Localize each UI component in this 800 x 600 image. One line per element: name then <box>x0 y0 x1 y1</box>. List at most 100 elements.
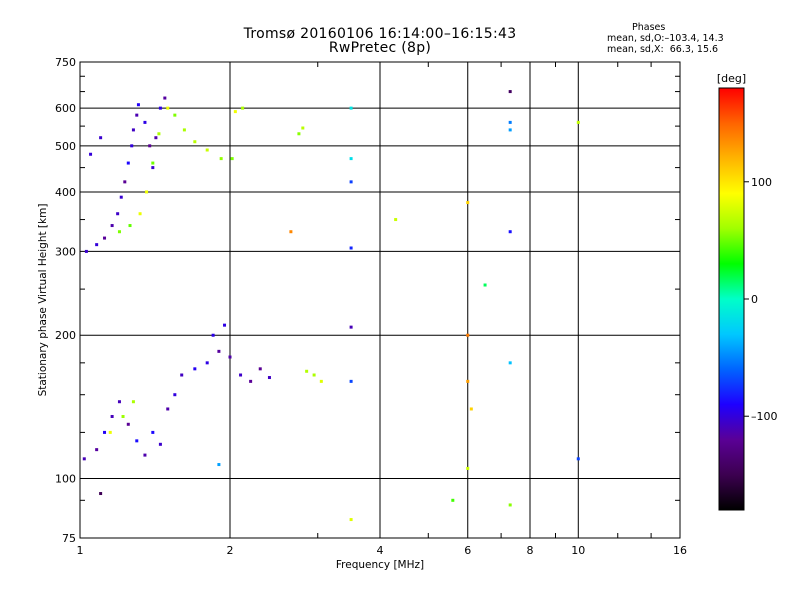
echo-point <box>158 442 162 446</box>
echo-point <box>301 126 305 130</box>
echo-point <box>219 157 223 161</box>
phases-x-stats: mean, sd,X: 66.3, 15.6 <box>607 44 719 55</box>
echo-point <box>135 439 139 443</box>
echo-point <box>483 283 487 287</box>
echo-point <box>349 157 353 161</box>
echo-point <box>267 376 271 380</box>
y-tick-label: 100 <box>55 473 76 486</box>
echo-point <box>143 453 147 457</box>
echo-point <box>131 400 135 404</box>
echo-point <box>508 361 512 365</box>
echo-point <box>135 113 139 117</box>
colorbar-unit-label: [deg] <box>717 72 746 85</box>
echo-point <box>143 120 147 124</box>
echo-point <box>349 180 353 184</box>
echo-point <box>305 369 309 373</box>
echo-point <box>123 180 127 184</box>
echo-point <box>173 113 177 117</box>
echo-point <box>469 407 473 411</box>
echo-point <box>249 379 253 383</box>
phases-o-stats: mean, sd,O:–103.4, 14.3 <box>607 33 724 44</box>
echo-point <box>223 323 227 327</box>
echo-point <box>241 106 245 110</box>
echo-point <box>508 128 512 132</box>
echo-point <box>180 373 184 377</box>
echo-point <box>182 128 186 132</box>
chart-subtitle: RwPretec (8p) <box>328 40 432 56</box>
echo-point <box>466 466 470 470</box>
echo-point <box>508 120 512 124</box>
x-tick-label: 4 <box>377 544 384 557</box>
y-axis-label: Stationary phase Virtual Height [km] <box>37 204 49 397</box>
echo-point <box>119 195 123 199</box>
echo-point <box>239 373 243 377</box>
echo-point <box>451 498 455 502</box>
echo-point <box>508 503 512 507</box>
echo-point <box>466 201 470 205</box>
echo-point <box>151 161 155 165</box>
echo-point <box>95 448 99 452</box>
colorbar-tick-label: –100 <box>751 410 778 423</box>
echo-point <box>157 132 161 136</box>
y-tick-label: 200 <box>55 329 76 342</box>
echo-point <box>108 430 112 434</box>
echo-point <box>319 379 323 383</box>
x-tick-label: 1 <box>77 544 84 557</box>
echo-point <box>130 144 134 148</box>
colorbar-tick-label: 0 <box>751 293 758 306</box>
echo-point <box>349 246 353 250</box>
echo-point <box>349 106 353 110</box>
colorbar-gradient <box>718 87 745 511</box>
echo-point <box>576 120 580 124</box>
echo-point <box>82 457 86 461</box>
echo-point <box>145 190 149 194</box>
echo-point <box>154 136 158 140</box>
echo-point <box>148 144 152 148</box>
echo-point <box>466 379 470 383</box>
echo-point <box>151 430 155 434</box>
echo-point <box>289 230 293 234</box>
echo-point <box>166 407 170 411</box>
echo-point <box>166 106 170 110</box>
plot-area: 1 2 4 6 8 10 16 75 100 200 300 400 500 600 750 Frequenc… <box>37 56 687 571</box>
echo-point <box>126 422 130 426</box>
echo-point <box>158 106 162 110</box>
echo-point <box>349 325 353 329</box>
echo-point <box>230 157 234 161</box>
phase-colorbar: [deg] 100 0 –100 <box>717 72 778 511</box>
echo-point <box>228 355 232 359</box>
echo-point <box>349 379 353 383</box>
y-tick-label: 75 <box>62 532 76 545</box>
echo-point <box>217 463 221 467</box>
echo-point <box>576 457 580 461</box>
echo-point <box>128 224 132 228</box>
echo-point <box>205 361 209 365</box>
y-tick-label: 500 <box>55 140 76 153</box>
echo-point <box>173 393 177 397</box>
echo-point <box>217 349 221 353</box>
echo-point <box>136 103 140 107</box>
echo-point <box>151 166 155 170</box>
phases-heading: Phases <box>632 22 666 33</box>
x-tick-label: 10 <box>571 544 585 557</box>
echo-point <box>110 414 114 418</box>
echo-point <box>193 367 197 371</box>
echo-point <box>121 414 125 418</box>
echo-point <box>297 132 301 136</box>
echo-point <box>205 148 209 152</box>
echo-point <box>466 333 470 337</box>
echo-point <box>211 333 215 337</box>
echo-point <box>233 110 237 114</box>
x-tick-label: 16 <box>673 544 687 557</box>
echo-point <box>508 230 512 234</box>
echo-point <box>116 212 120 216</box>
echo-point <box>110 224 114 228</box>
echo-point <box>349 518 353 522</box>
colorbar-tick-label: 100 <box>751 176 772 189</box>
echo-point <box>193 140 197 144</box>
echo-point <box>163 96 167 100</box>
y-tick-label: 750 <box>55 56 76 69</box>
echo-point <box>95 243 99 247</box>
echo-point <box>508 90 512 94</box>
